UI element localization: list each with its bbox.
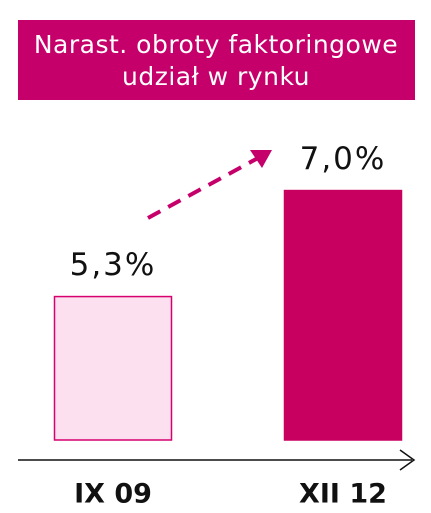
title-box — [18, 20, 415, 100]
chart-title: Narast. obroty faktoringowe — [34, 30, 398, 59]
bar — [283, 189, 403, 441]
trend-arrow — [147, 156, 259, 220]
bar — [53, 295, 173, 441]
trend-arrow-head — [250, 150, 272, 168]
chart-title: udział w rynku — [122, 62, 310, 91]
value-label: 7,0% — [300, 141, 387, 177]
x-tick-label: IX 09 — [74, 479, 152, 510]
value-label: 5,3% — [70, 247, 157, 283]
x-tick-label: XII 12 — [299, 479, 387, 510]
x-axis-arrow — [399, 449, 416, 471]
